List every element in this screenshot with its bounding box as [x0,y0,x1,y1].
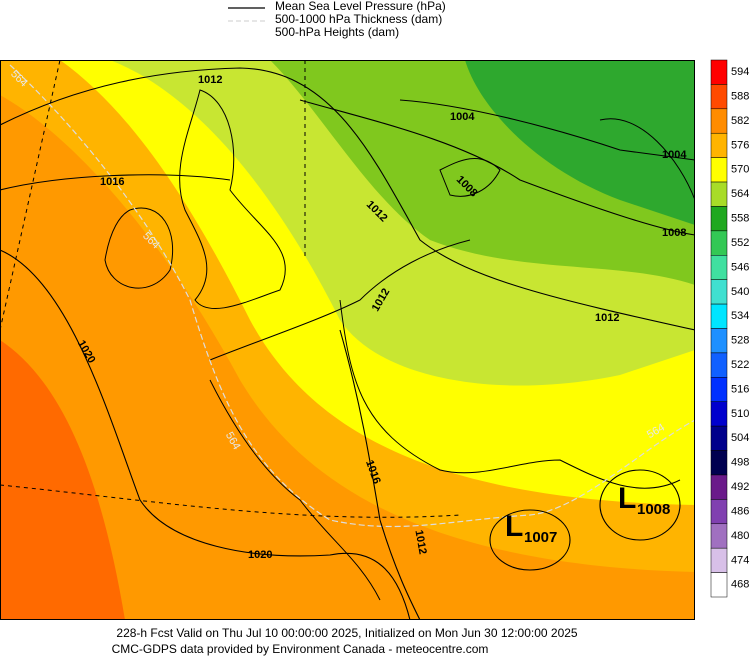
coastline [209,239,681,601]
colorbar-label: 570 [731,164,749,176]
coastline [179,89,286,309]
colorbar-swatch [710,303,728,329]
colorbar-swatch [710,450,728,476]
legend: Mean Sea Level Pressure (hPa) 500-1000 h… [228,0,446,39]
colorbar-swatch [710,352,728,378]
thickness-contour [9,64,695,528]
colorbar-label: 576 [731,139,749,151]
isobar [0,174,231,191]
colorbar-swatch [710,157,728,183]
colorbar-swatch [710,108,728,134]
colorbar-label: 474 [731,554,749,566]
legend-text: 500-hPa Heights (dam) [275,25,399,39]
low-pressure: 1008 [637,501,670,518]
colorbar-label: 486 [731,505,749,517]
colorbar-label: 480 [731,530,749,542]
isobar-label: 1012 [198,74,222,86]
coastline [104,207,174,289]
colorbar-label: 492 [731,481,749,493]
colorbar-label: 534 [731,310,749,322]
isobar [399,99,695,161]
isobar [339,329,421,620]
isobar [489,509,571,571]
colorbar-label: 552 [731,237,749,249]
colorbar-swatch [710,572,728,598]
colorbar-label: 522 [731,359,749,371]
isobar-label: 1020 [248,549,272,561]
isobar-label: 1004 [662,149,687,161]
colorbar-label: 588 [731,91,749,103]
colorbar-swatch [710,84,728,110]
map: 1012 1016 1020 1004 1008 1004 1008 1012 … [0,60,695,620]
legend-text: 500-1000 hPa Thickness (dam) [275,12,442,26]
map-frame [0,60,695,620]
colorbar-swatch [710,279,728,305]
isobar-label: 1012 [595,312,619,324]
colorbar-swatch [710,181,728,207]
legend-text: Mean Sea Level Pressure (hPa) [275,0,446,13]
isobar-label: 1004 [450,111,475,123]
isobar-label: 1008 [662,227,686,239]
isobar [299,99,695,236]
colorbar-label: 498 [731,457,749,469]
footer-text: CMC-GDPS data provided by Environment Ca… [112,642,489,656]
colorbar-label: 564 [731,188,749,200]
colorbar-label: 582 [731,115,749,127]
colorbar-swatch [710,377,728,402]
coastline [439,118,695,201]
colorbar-swatch [710,523,728,549]
colorbar-label: 594 [731,66,749,78]
low-symbol: L [505,510,523,543]
colorbar-label: 516 [731,383,749,395]
colorbar-swatch [710,401,728,427]
colorbar-label: 528 [731,335,749,347]
colorbar-swatch [710,255,728,280]
colorbar-label: 540 [731,286,749,298]
colorbar: 594 588 582 576 570 564 558 552 546 540 534 528 522 5… [710,59,749,598]
isobar-label: 1016 [100,176,124,188]
colorbar-swatch [710,328,728,354]
field [0,340,125,620]
isobar [599,469,681,541]
isobar [0,249,411,620]
low-symbol: L [618,482,636,515]
isobar [0,67,695,331]
isobar-label: 1012 [412,529,428,555]
colorbar-swatch [710,230,728,256]
field [465,60,695,225]
colorbar-label: 510 [731,408,749,420]
colorbar-swatch [710,474,728,500]
colorbar-label: 468 [731,579,749,591]
colorbar-swatch [710,499,728,525]
colorbar-label: 504 [731,432,749,444]
colorbar-label: 558 [731,213,749,225]
colorbar-swatch [710,425,728,451]
colorbar-swatch [710,206,728,232]
colorbar-swatch [710,547,728,573]
boundary [0,60,461,518]
colorbar-swatch [710,132,728,158]
footer-text: 228-h Fcst Valid on Thu Jul 10 00:00:00 … [116,626,578,640]
low-pressure: 1007 [524,529,557,546]
colorbar-swatch [710,59,728,85]
colorbar-label: 546 [731,261,749,273]
